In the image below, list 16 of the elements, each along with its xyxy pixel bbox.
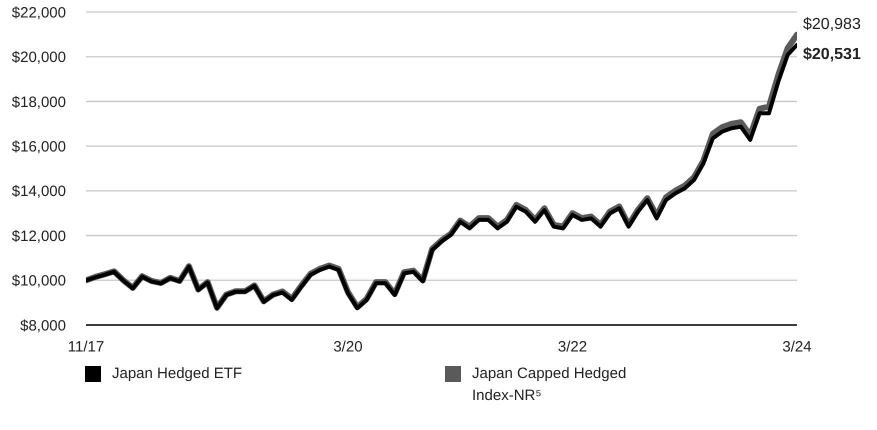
y-tick-label: $12,000 <box>12 228 66 245</box>
y-tick-label: $10,000 <box>12 272 66 290</box>
x-tick-label: 3/24 <box>782 338 812 356</box>
y-tick-label: $8,000 <box>20 317 66 334</box>
x-tick-label: 11/17 <box>68 338 104 356</box>
legend-label: Japan Hedged ETF <box>112 364 242 384</box>
y-tick-label: $22,000 <box>12 4 66 22</box>
y-tick-label: $14,000 <box>12 183 66 200</box>
y-tick-label: $16,000 <box>12 138 66 156</box>
data-label: $20,531 <box>803 46 861 64</box>
y-tick-label: $20,000 <box>12 49 66 66</box>
x-tick-label: 3/20 <box>333 338 363 356</box>
x-tick-label: 3/22 <box>558 338 588 356</box>
data-label: $20,983 <box>803 16 861 33</box>
legend-label: Japan Capped Hedged Index-NR⁵ <box>472 364 628 406</box>
y-tick-label: $18,000 <box>12 94 66 111</box>
